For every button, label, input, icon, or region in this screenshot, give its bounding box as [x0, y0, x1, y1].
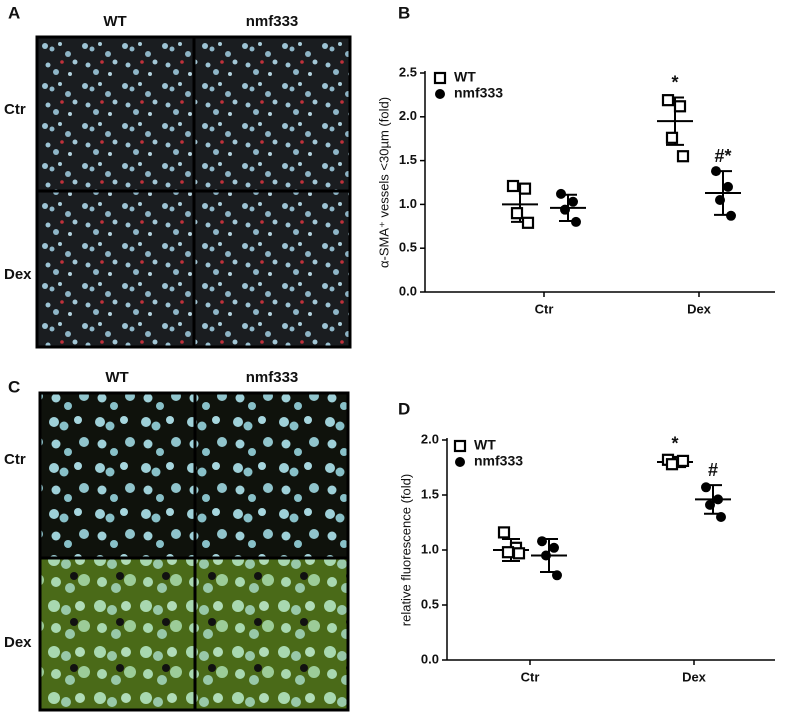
- y-tick-label: 1.5: [399, 152, 417, 167]
- data-point: [705, 499, 715, 510]
- column-label: WT: [103, 13, 126, 30]
- y-axis-label: relative fluorescence (fold): [398, 474, 413, 626]
- data-point: [541, 550, 551, 561]
- data-point: [453, 439, 467, 453]
- annotation: *: [671, 72, 678, 92]
- data-point: [455, 457, 465, 467]
- data-point: [549, 542, 559, 553]
- data-point: [556, 188, 566, 199]
- data-point: [673, 100, 687, 113]
- y-tick-label: 0.0: [399, 283, 417, 298]
- data-point: [497, 526, 511, 539]
- legend-label: WT: [454, 69, 476, 85]
- data-point: [665, 131, 679, 144]
- data-point: [571, 216, 581, 227]
- data-point: [665, 458, 679, 471]
- y-tick-label: 1.0: [421, 541, 439, 556]
- annotation: #: [708, 460, 718, 480]
- column-label: WT: [105, 369, 128, 386]
- x-tick-label: Dex: [682, 669, 707, 684]
- y-axis-label: α-SMA⁺ vessels <30µm (fold): [376, 97, 391, 268]
- row-label: Ctr: [4, 451, 26, 468]
- data-point: [506, 179, 520, 193]
- data-point: [512, 547, 526, 560]
- annotation: *: [671, 433, 678, 453]
- data-point: [568, 196, 578, 207]
- panel-label: D: [398, 399, 410, 418]
- data-point: [661, 94, 675, 107]
- panel-label: A: [8, 3, 20, 22]
- y-tick-label: 0.5: [421, 596, 439, 611]
- data-point: [726, 210, 736, 221]
- data-point: [501, 546, 515, 559]
- legend-label: nmf333: [474, 453, 523, 469]
- y-tick-label: 2.0: [399, 108, 417, 123]
- data-point: [701, 482, 711, 493]
- data-point: [537, 536, 547, 547]
- x-tick-label: Dex: [687, 301, 712, 316]
- panel-label: C: [8, 377, 20, 396]
- x-tick-label: Ctr: [535, 301, 554, 316]
- data-point: [510, 207, 524, 220]
- column-label: nmf333: [246, 369, 299, 386]
- row-label: Dex: [4, 266, 32, 283]
- data-point: [723, 181, 733, 192]
- annotation: #*: [714, 146, 731, 166]
- micrograph-a: WT nmf333 Ctr Dex: [4, 13, 352, 349]
- y-tick-label: 1.5: [421, 486, 439, 501]
- data-point: [716, 512, 726, 522]
- panel-label: B: [398, 3, 410, 22]
- y-tick-label: 0.0: [421, 651, 439, 666]
- legend-label: WT: [474, 437, 496, 453]
- column-label: nmf333: [246, 13, 299, 30]
- data-point: [521, 216, 535, 229]
- row-label: Ctr: [4, 101, 26, 118]
- micrograph-c: WT nmf333 Ctr Dex: [4, 369, 350, 712]
- y-tick-label: 2.0: [421, 431, 439, 446]
- data-point: [433, 71, 447, 85]
- data-point: [552, 570, 562, 581]
- data-point: [518, 182, 532, 195]
- legend-label: nmf333: [454, 85, 503, 101]
- data-point: [435, 89, 445, 99]
- y-tick-label: 1.0: [399, 196, 417, 211]
- data-point: [676, 150, 690, 163]
- data-point: [676, 454, 690, 467]
- data-point: [713, 494, 723, 505]
- row-label: Dex: [4, 634, 32, 651]
- data-point: [715, 195, 725, 206]
- y-tick-label: 0.5: [399, 240, 417, 255]
- data-point: [560, 204, 570, 215]
- y-tick-label: 2.5: [399, 64, 417, 79]
- x-tick-label: Ctr: [521, 669, 540, 684]
- data-point: [711, 166, 721, 177]
